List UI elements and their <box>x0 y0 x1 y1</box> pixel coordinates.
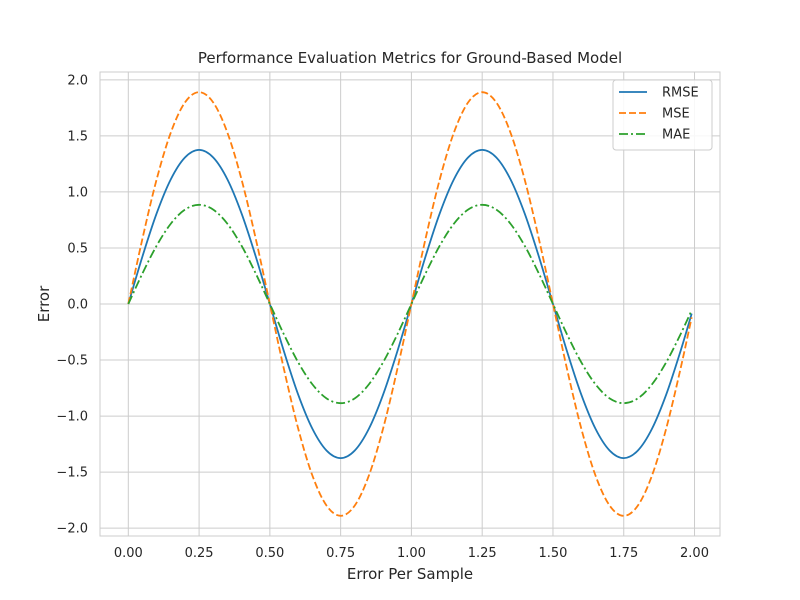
y-tick-label: −2.0 <box>56 522 88 537</box>
x-tick-label: 1.50 <box>538 546 567 561</box>
x-tick-label: 1.75 <box>609 546 638 561</box>
legend-label-mse: MSE <box>662 107 690 122</box>
tick-labels: 0.00 0.25 0.50 0.75 1.00 1.25 1.50 1.75 2.00 −2.0… <box>56 73 709 561</box>
y-tick-label: 1.5 <box>67 129 88 144</box>
x-tick-label: 2.00 <box>680 546 709 561</box>
x-tick-label: 0.25 <box>185 546 214 561</box>
series-layer <box>127 91 693 517</box>
y-tick-label: 0.5 <box>67 241 88 256</box>
y-tick-label: −1.5 <box>56 466 88 481</box>
x-tick-label: 1.00 <box>397 546 426 561</box>
x-tick-label: 0.75 <box>326 546 355 561</box>
series-line-mae <box>127 203 693 405</box>
x-tick-label: 1.25 <box>468 546 497 561</box>
x-tick-label: 0.50 <box>255 546 284 561</box>
x-tick-label: 0.00 <box>114 546 143 561</box>
legend-box <box>612 79 713 151</box>
y-tick-label: −0.5 <box>56 354 88 369</box>
x-axis-label: Error Per Sample <box>347 565 473 583</box>
y-tick-label: 0.0 <box>67 298 88 313</box>
legend: RMSE MSE MAE <box>612 79 713 151</box>
chart-title: Performance Evaluation Metrics for Groun… <box>198 49 622 67</box>
legend-label-rmse: RMSE <box>662 86 699 101</box>
plot-area <box>99 71 721 537</box>
legend-label-mae: MAE <box>662 128 690 143</box>
y-tick-label: 1.0 <box>67 185 88 200</box>
y-axis-label: Error <box>35 285 53 322</box>
y-tick-label: 2.0 <box>67 73 88 88</box>
series-line-mse <box>127 91 693 517</box>
y-tick-label: −1.0 <box>56 410 88 425</box>
